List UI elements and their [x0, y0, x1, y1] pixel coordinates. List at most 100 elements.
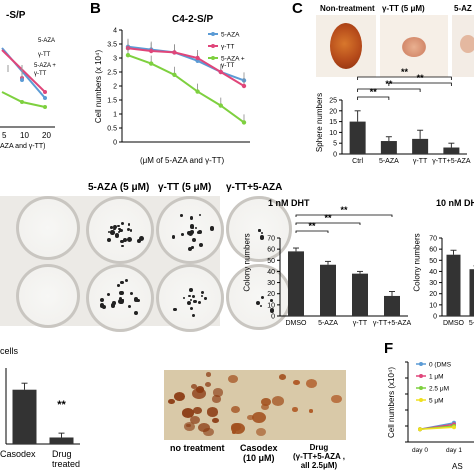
b-point-1-5: [241, 83, 247, 89]
c-sig-bracket-1: [357, 88, 421, 92]
e-ytick-label: 60: [267, 247, 275, 254]
colony-dot: [269, 308, 275, 313]
c-ytick-label: 15: [329, 119, 337, 126]
panel-a-legend-1: 5-AZA: [38, 38, 56, 44]
b-point-2-4: [218, 103, 223, 108]
c-xtick-1: 5-AZA: [379, 158, 399, 165]
e-sig-bracket-2: [295, 214, 393, 217]
panel-a-title: -S/P: [6, 10, 26, 21]
stained-cell: [261, 397, 271, 406]
b-point-1-1: [149, 48, 154, 54]
colony-dot: [117, 284, 120, 288]
stained-cell: [173, 392, 185, 402]
b-legend-label: 5-AZA: [221, 32, 240, 39]
c-xtick-0: Ctrl: [352, 158, 363, 165]
b-ytick-label: 4: [113, 28, 117, 35]
e2-xtick-1: 5-AZ: [469, 320, 474, 327]
colony-dot: [101, 304, 107, 309]
stained-cell: [278, 374, 287, 380]
b-legend-label: γ-TT: [221, 44, 234, 51]
panel-d-label-1: 5-AZA (5 μM): [88, 182, 150, 193]
stained-cell: [211, 395, 221, 403]
panel-c-photo-5-aza: [452, 15, 474, 77]
panel-c-photo-label-1: Non-treatment: [320, 4, 375, 13]
b-ytick-label: 0.5: [107, 126, 117, 133]
stained-cell: [261, 403, 269, 410]
colony-dot: [128, 304, 132, 308]
colony-dot: [180, 232, 184, 236]
colony-dot: [127, 236, 132, 242]
panel-h-caption-2: Casodex (10 μM): [240, 443, 278, 463]
colony-dot: [200, 290, 205, 295]
colony-dot: [197, 300, 201, 304]
colony-dot: [259, 235, 265, 240]
b-ytick-label: 0: [113, 140, 117, 147]
stained-cell: [230, 422, 241, 432]
stained-cell: [212, 388, 224, 397]
e-sig-label-2: **: [340, 205, 348, 215]
stained-cell: [167, 398, 175, 405]
colony-dot: [107, 230, 111, 234]
b-point-2-3: [195, 89, 200, 94]
c-bar-1: [380, 141, 397, 154]
panel-b-letter: B: [90, 0, 101, 17]
colony-dot: [118, 298, 124, 304]
e-ytick-label: 50: [267, 258, 275, 265]
b-ytick-label: 3.5: [107, 42, 117, 49]
b-ytick-label: 2.5: [107, 70, 117, 77]
e2-ytick-label: 40: [429, 269, 437, 276]
c-ytick-label: 10: [329, 130, 337, 137]
c-sig-bracket-0: [357, 96, 390, 100]
panel-a-xtick-5: 5: [2, 131, 7, 140]
panel-g-xtick-casodex: Casodex: [0, 449, 36, 459]
colony-dot: [189, 306, 194, 311]
e2-ytick-label: 60: [429, 247, 437, 254]
colony-dot: [190, 230, 194, 234]
panel-c-photo-label-2: γ-TT (5 μM): [382, 4, 425, 13]
panel-b-xlabel: (μM of 5-AZA and γ-TT): [140, 156, 225, 165]
panel-a-xtick-10: 10: [20, 131, 29, 140]
f-legend-marker-2: [419, 386, 423, 390]
f-legend-label-0: 0 (DMS: [429, 362, 452, 369]
colony-dot: [119, 228, 123, 233]
colony-dot: [187, 246, 193, 252]
stained-cell: [193, 406, 202, 414]
b-legend-marker: [211, 56, 215, 60]
c-ytick-label: 20: [329, 108, 337, 115]
panel-h-caption-1: no treatment: [170, 443, 225, 453]
colony-dot: [110, 226, 113, 229]
g-bar-0: [12, 389, 37, 444]
stained-cell: [271, 396, 285, 406]
colony-dot: [191, 246, 194, 249]
stained-cell: [182, 408, 195, 418]
c-bar-3: [443, 147, 460, 154]
stained-cell: [292, 379, 300, 385]
e2-ytick-label: 70: [429, 236, 437, 243]
colony-dot: [194, 226, 197, 229]
colony-dot: [106, 293, 110, 297]
colony-dot: [100, 298, 105, 303]
stained-cell: [189, 416, 200, 425]
colony-dot: [126, 228, 131, 232]
c-sig-bracket-2: [388, 82, 452, 86]
f-series-line-3: [419, 426, 455, 430]
b-ytick-label: 3: [113, 56, 117, 63]
f-legend-marker-1: [419, 374, 423, 378]
b-series-line-1: [127, 47, 245, 87]
panel-g-xtick-drug: Drug treated: [52, 449, 81, 469]
e-xtick-2: γ-TT: [353, 320, 368, 327]
colony-dot: [121, 222, 125, 226]
colony-dot: [204, 297, 207, 300]
colony-dot: [119, 290, 125, 296]
e2-bar-0: [446, 254, 461, 316]
colony-dot: [191, 226, 194, 229]
colony-dot: [118, 296, 122, 300]
colony-dot: [113, 227, 116, 231]
e-xtick-1: 5-AZA: [318, 320, 338, 327]
stained-cell: [192, 388, 206, 400]
colony-dot: [200, 295, 203, 298]
stained-cell: [291, 407, 298, 412]
stained-cell: [227, 374, 238, 383]
colony-dot: [257, 229, 261, 233]
